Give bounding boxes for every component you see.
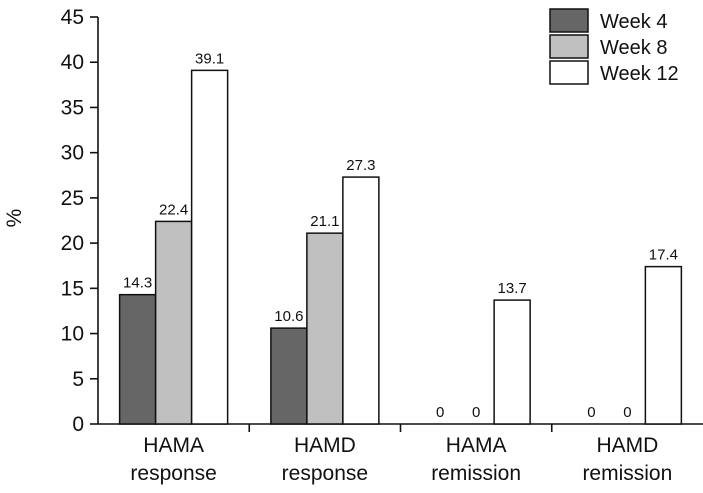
y-tick-label: 10 <box>61 323 84 346</box>
bar <box>493 299 531 425</box>
y-tick-label: 15 <box>61 277 84 300</box>
bar <box>342 176 380 425</box>
x-tick-label: remission <box>582 462 672 485</box>
data-label: 0 <box>436 404 444 421</box>
data-label: 27.3 <box>346 157 375 174</box>
x-tick-label: response <box>130 462 216 485</box>
bar <box>190 69 229 425</box>
legend-label: Week 8 <box>600 37 667 59</box>
x-tick-label: HAMA <box>143 434 204 457</box>
x-tick-label: HAMA <box>446 434 507 457</box>
y-tick-label: 25 <box>61 187 84 210</box>
x-tick-label: remission <box>431 462 521 485</box>
legend-swatch <box>549 34 589 59</box>
y-tick-label: 40 <box>61 51 84 74</box>
axes: 0 5 10 15 20 25 30 35 40 45 HAMA response HAMD respon… <box>61 6 703 485</box>
legend: Week 4 Week 8 Week 12 <box>549 8 679 85</box>
bar <box>644 265 683 425</box>
x-tick-label: response <box>282 462 368 485</box>
value-labels: 14.3 22.4 39.1 10.6 21.1 27.3 0 0 13.7 0 0 17.4 <box>123 50 678 421</box>
data-label: 17.4 <box>649 247 678 264</box>
bar <box>270 327 308 425</box>
data-label: 0 <box>587 404 595 421</box>
x-tick-label: HAMD <box>596 434 658 457</box>
y-tick-label: 30 <box>61 142 84 165</box>
y-tick-label: 45 <box>61 6 84 29</box>
y-tick-label: 20 <box>61 232 84 255</box>
data-label: 10.6 <box>274 308 303 325</box>
x-tick-label: HAMD <box>294 434 356 457</box>
legend-label: Week 12 <box>600 63 679 85</box>
data-label: 21.1 <box>310 213 339 230</box>
y-axis-label: % <box>3 209 26 228</box>
legend-label: Week 4 <box>600 11 667 33</box>
bar <box>118 293 157 425</box>
bars <box>118 69 683 425</box>
bar <box>306 232 344 425</box>
legend-swatch <box>549 8 589 33</box>
data-label: 0 <box>623 404 631 421</box>
y-tick-label: 35 <box>61 96 84 119</box>
data-label: 0 <box>472 404 480 421</box>
bar <box>154 220 193 425</box>
data-label: 14.3 <box>123 275 152 292</box>
data-label: 22.4 <box>159 201 188 218</box>
legend-swatch <box>549 60 589 85</box>
y-tick-label: 0 <box>72 413 84 436</box>
y-tick-label: 5 <box>72 368 84 391</box>
data-label: 13.7 <box>498 280 527 297</box>
data-label: 39.1 <box>195 50 224 67</box>
